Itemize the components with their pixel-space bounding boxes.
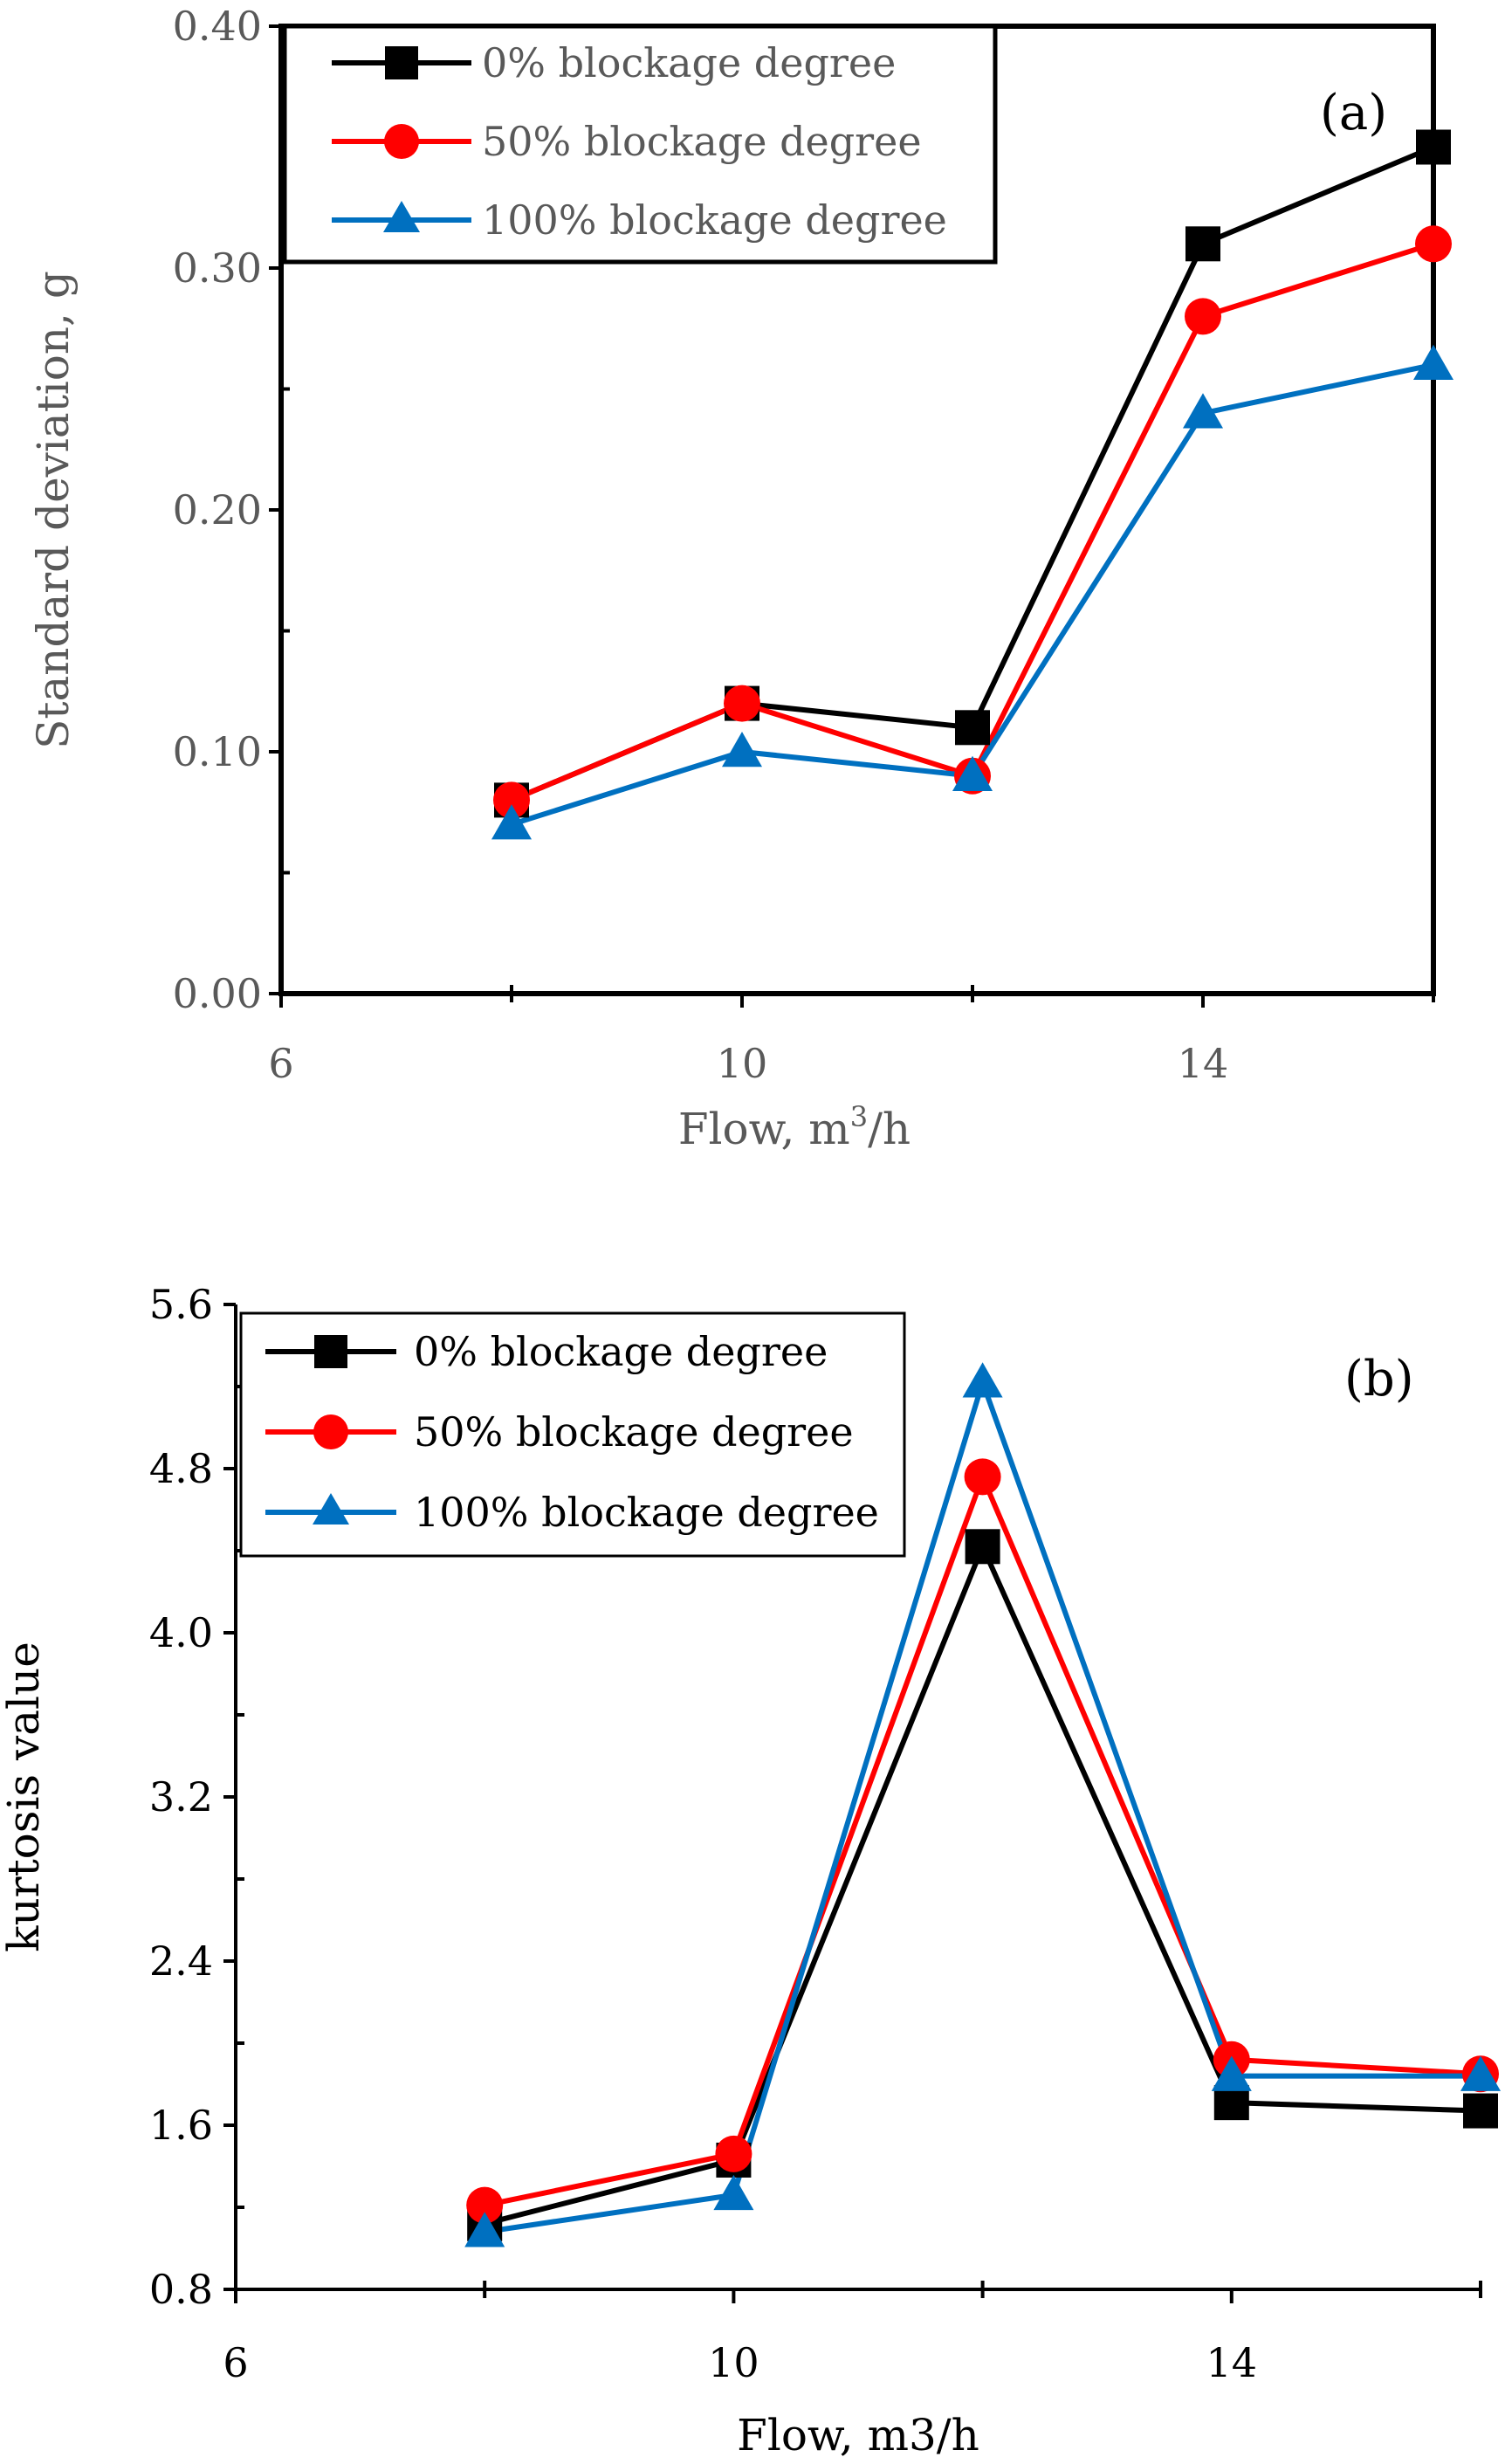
chart-a-x-axis-title-main: Flow, m	[678, 1104, 850, 1154]
chart-b-x-tick-label: 14	[1206, 2339, 1258, 2386]
chart-a-point-0-4	[1416, 129, 1451, 165]
chart-b-point-2-2	[962, 1362, 1003, 1398]
chart-a-legend-marker-0	[385, 46, 418, 79]
chart-a-point-1-3	[1185, 298, 1221, 335]
chart-a-y-axis-title: Standard deviation, g	[28, 271, 79, 749]
chart-a-point-1-1	[724, 685, 760, 722]
chart-b-panel-label: (b)	[1344, 1351, 1414, 1408]
chart-a-x-axis-title-sup: 3	[850, 1100, 868, 1133]
chart-a-point-0-2	[955, 710, 990, 746]
chart-a-series-line-2	[511, 361, 1434, 827]
chart-a-x-tick-label: 6	[268, 1040, 293, 1087]
chart-a-point-1-0	[493, 781, 530, 819]
chart-a-y-tick-label: 0.00	[173, 970, 262, 1017]
chart-b-legend-label-2: 100% blockage degree	[414, 1489, 879, 1536]
chart-b-legend-marker-0	[314, 1335, 347, 1368]
chart-b-y-tick-label: 4.0	[149, 1609, 213, 1656]
chart-a-x-axis-title: Flow, m3/h	[678, 1100, 911, 1154]
chart-b-point-2-4	[1460, 2055, 1501, 2091]
chart-b-y-tick-label: 1.6	[149, 2102, 213, 2149]
chart-a-axis-ticks: 0.00 0.10 0.20 0.30 0.40 6 10 14	[173, 3, 1435, 1087]
chart-a-x-axis-title-end: /h	[868, 1104, 911, 1154]
chart-b-point-1-0	[466, 2186, 504, 2224]
chart-b-legend-label-0: 0% blockage degree	[414, 1328, 828, 1375]
chart-b-x-tick-label: 6	[223, 2339, 248, 2386]
chart-a-legend-marker-2	[383, 201, 420, 232]
chart-a-x-tick-label: 10	[717, 1040, 768, 1087]
chart-b-point-2-1	[713, 2174, 754, 2211]
chart-b-legend-marker-1	[313, 1414, 348, 1449]
chart-b-legend-marker-2	[313, 1493, 349, 1525]
chart-a-legend-label-1: 50% blockage degree	[482, 118, 922, 165]
chart-b: 0.8 1.6 2.4 3.2 4.0 4.8 5.6 6 10 14 0% blockage d…	[0, 1281, 1501, 2461]
chart-b-point-2-3	[1211, 2055, 1252, 2091]
chart-b-point-0-4	[1463, 2093, 1498, 2129]
chart-a-legend-label-0: 0% blockage degree	[482, 39, 896, 86]
chart-b-y-axis-title: kurtosis value	[0, 1642, 49, 1952]
chart-b-legend-label-1: 50% blockage degree	[414, 1408, 854, 1456]
chart-a-point-2-4	[1413, 344, 1453, 381]
chart-a-x-tick-label: 14	[1178, 1040, 1229, 1087]
chart-b-point-1-1	[715, 2135, 752, 2172]
chart-b-series-line-1	[484, 1474, 1481, 2208]
chart-b-x-tick-label: 10	[708, 2339, 759, 2386]
chart-a-legend-label-2: 100% blockage degree	[482, 196, 947, 244]
chart-a-y-tick-label: 0.30	[173, 244, 262, 292]
chart-a: 0.00 0.10 0.20 0.30 0.40 6 10 14 0% blockage de…	[28, 3, 1453, 1154]
chart-b-y-tick-label: 2.4	[149, 1937, 213, 1985]
chart-b-point-2-0	[464, 2212, 505, 2247]
chart-b-point-1-2	[964, 1458, 1001, 1496]
chart-a-point-2-2	[952, 755, 993, 791]
chart-a-y-tick-label: 0.20	[173, 486, 262, 533]
chart-b-series	[464, 1362, 1501, 2247]
chart-a-point-0-3	[1185, 226, 1220, 262]
chart-a-point-2-1	[722, 732, 762, 767]
chart-b-x-axis-title: Flow, m3/h	[737, 2410, 979, 2461]
chart-b-axis-ticks: 0.8 1.6 2.4 3.2 4.0 4.8 5.6 6 10 14	[149, 1281, 1482, 2386]
chart-a-point-1-4	[1415, 225, 1452, 263]
chart-b-point-0-2	[965, 1529, 1000, 1565]
chart-a-legend: 0% blockage degree 50% blockage degree 1…	[282, 24, 998, 265]
chart-b-y-tick-label: 3.2	[149, 1773, 213, 1820]
chart-b-legend: 0% blockage degree 50% blockage degree 1…	[239, 1311, 906, 1558]
chart-a-panel-label: (a)	[1320, 85, 1387, 141]
chart-a-point-2-0	[491, 804, 532, 840]
chart-b-y-tick-label: 5.6	[149, 1281, 213, 1328]
chart-b-series-line-0	[484, 1544, 1481, 2227]
chart-a-series	[491, 129, 1453, 840]
chart-b-y-tick-label: 0.8	[149, 2266, 213, 2313]
chart-a-legend-marker-1	[384, 124, 419, 159]
chart-a-y-tick-label: 0.40	[173, 3, 262, 50]
chart-b-y-tick-label: 4.8	[149, 1445, 213, 1492]
chart-a-point-2-3	[1183, 393, 1223, 429]
chart-a-y-tick-label: 0.10	[173, 728, 262, 775]
